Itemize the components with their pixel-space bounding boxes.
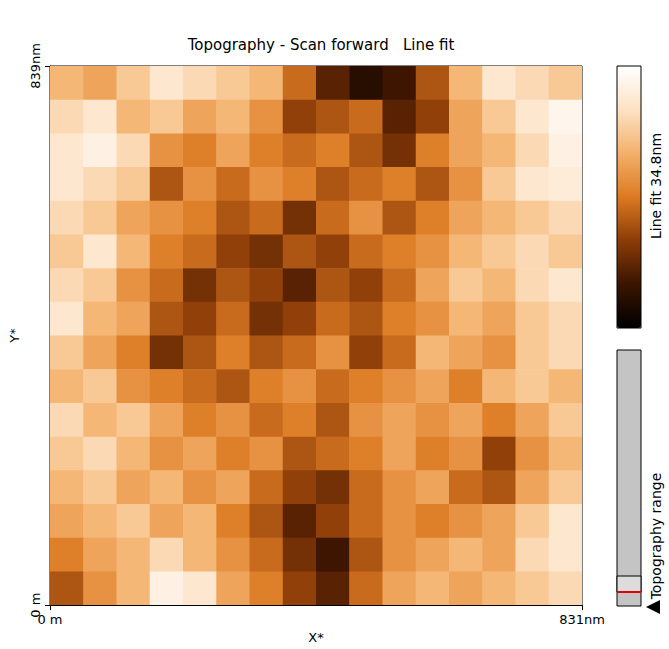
svg-text:Line fit 34.8nm: Line fit 34.8nm: [648, 133, 664, 239]
svg-text:Y*: Y*: [7, 328, 22, 344]
svg-text:Topography range: Topography range: [648, 473, 664, 601]
svg-text:831nm: 831nm: [559, 612, 605, 627]
svg-text:839nm: 839nm: [28, 43, 43, 89]
svg-text:0 m: 0 m: [28, 592, 43, 618]
svg-text:Topography - Scan forward Li: Topography - Scan forward Line fit: [187, 36, 455, 54]
svg-text:0 m: 0 m: [37, 612, 62, 627]
svg-text:X*: X*: [308, 630, 324, 645]
